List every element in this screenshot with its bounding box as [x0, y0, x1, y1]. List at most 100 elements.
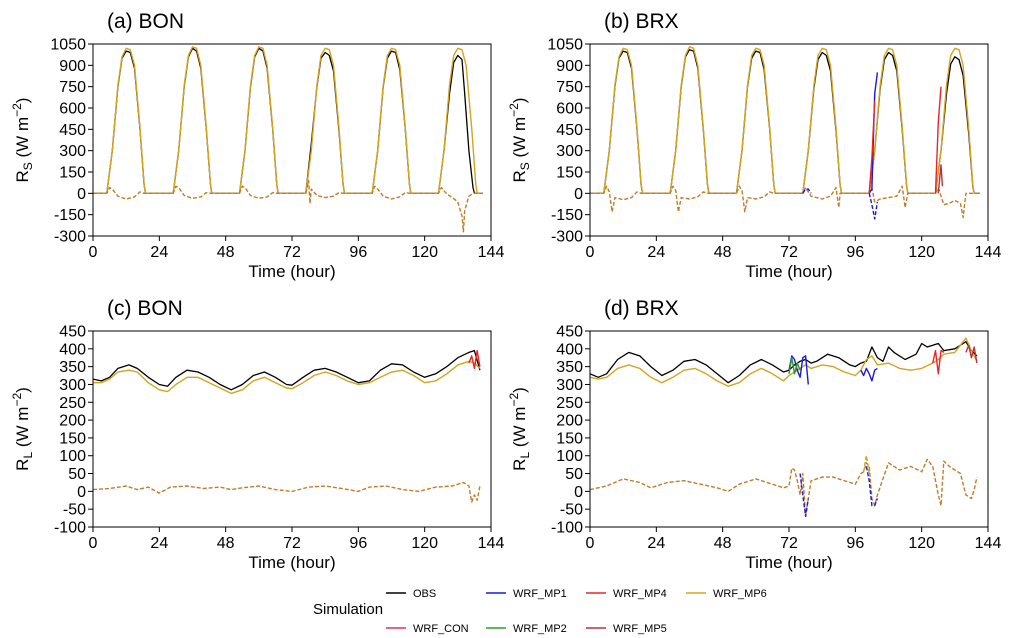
y-tick-label: 600: [556, 101, 583, 118]
series-line-obs: [590, 49, 980, 194]
panel-4: 0 24 48 72 96 120 144 4504003503002502001501005…: [507, 297, 1001, 572]
x-tick-label: 144: [975, 244, 1002, 261]
x-axis-label: Time (hour): [248, 553, 335, 572]
x-tick-label: 72: [283, 535, 301, 552]
x-tick-label: 0: [586, 244, 595, 261]
y-tick-label: 150: [556, 165, 583, 182]
y-tick-label: 450: [59, 122, 86, 139]
y-axis-label: RL (W m−2): [10, 387, 35, 471]
y-axis-label: RS (W m−2): [10, 98, 35, 183]
series-line-wrf-mp5: [965, 344, 978, 364]
x-tick-label: 96: [846, 244, 864, 261]
x-tick-label: 48: [714, 244, 732, 261]
y-tick-label: 150: [556, 430, 583, 447]
x-tick-label: 120: [411, 535, 438, 552]
y-tick-label: -50: [560, 502, 583, 519]
x-tick-label: 48: [714, 535, 732, 552]
y-tick-label: -150: [54, 207, 86, 224]
series-line-wrf-mp4: [932, 349, 945, 375]
y-tick-label: 100: [556, 448, 583, 465]
y-tick-label: 400: [59, 341, 86, 358]
y-tick-label: 450: [556, 324, 583, 341]
x-axis-label: Time (hour): [745, 262, 832, 281]
x-tick-label: 0: [89, 535, 98, 552]
y-tick-label: 250: [59, 395, 86, 412]
legend-label: WRF_MP6: [713, 588, 767, 600]
plot-frame: [589, 43, 989, 237]
x-tick-label: 144: [478, 535, 505, 552]
y-tick-label: 50: [68, 466, 86, 483]
series-line-wrf-mp1: [860, 367, 878, 382]
x-tick-label: 120: [908, 244, 935, 261]
legend-item-wrf-mp1: WRF_MP1: [486, 588, 567, 600]
x-tick-label: 144: [975, 535, 1002, 552]
series-line-obs: [590, 341, 978, 384]
y-tick-label: 0: [574, 484, 583, 501]
x-tick-label: 48: [217, 244, 235, 261]
x-tick-label: 72: [780, 535, 798, 552]
y-tick-label: 300: [556, 143, 583, 160]
x-tick-label: 24: [647, 535, 665, 552]
panel-title: (c) BON: [107, 297, 183, 320]
series-line-wrf-mp6: [93, 46, 483, 194]
y-tick-label: 750: [59, 79, 86, 96]
series-line-net: [590, 458, 978, 517]
y-tick-label: 450: [59, 324, 86, 341]
y-tick-label: 300: [556, 377, 583, 394]
legend-item-wrf-mp6: WRF_MP6: [686, 588, 767, 600]
panel-2: 0 24 48 72 96 120 144 1050 900 750 600 450 300 150 0 -1…: [507, 10, 1001, 281]
y-axis-label: RS (W m−2): [507, 98, 532, 183]
y-tick-label: -300: [551, 229, 583, 246]
legend-label: WRF_MP1: [513, 588, 567, 600]
y-tick-label: -300: [54, 229, 86, 246]
legend-title: Simulation: [313, 601, 383, 618]
y-tick-label: 350: [59, 359, 86, 376]
x-tick-label: 96: [349, 244, 367, 261]
y-tick-label: 200: [59, 413, 86, 430]
y-tick-label: 900: [556, 58, 583, 75]
panel-1: 0 24 48 72 96 120 144 1050 900 750 600 450 300 150 0 -1…: [10, 10, 504, 281]
y-axis-label: RL (W m−2): [507, 387, 532, 471]
y-tick-label: 250: [556, 395, 583, 412]
series-line-net: [93, 481, 481, 503]
plot-frame: [92, 330, 492, 528]
x-tick-label: 120: [411, 244, 438, 261]
y-tick-label: 50: [565, 466, 583, 483]
plot-frame: [92, 43, 492, 237]
series-line-wrf-mp2: [788, 357, 801, 375]
panel-title: (a) BON: [107, 10, 184, 33]
y-tick-label: 1050: [50, 37, 86, 54]
y-tick-label: -150: [551, 207, 583, 224]
x-tick-label: 72: [780, 244, 798, 261]
series-line-wrf-mp6: [590, 337, 978, 387]
panel-title: (b) BRX: [604, 10, 679, 33]
plot-area: [590, 337, 978, 517]
x-axis-label: Time (hour): [248, 262, 335, 281]
legend-label: WRF_MP4: [613, 588, 667, 600]
y-tick-label: 100: [59, 448, 86, 465]
x-tick-label: 96: [846, 535, 864, 552]
y-tick-label: 350: [556, 359, 583, 376]
x-tick-label: 0: [586, 535, 595, 552]
legend-item-wrf-con: WRF_CON: [386, 623, 469, 635]
x-tick-label: 48: [217, 535, 235, 552]
y-tick-label: 1050: [547, 37, 583, 54]
plot-area: [93, 349, 481, 503]
y-tick-label: 300: [59, 143, 86, 160]
y-tick-label: 450: [556, 122, 583, 139]
legend-item-wrf-mp4: WRF_MP4: [586, 588, 667, 600]
legend-label: WRF_CON: [413, 623, 469, 635]
y-tick-label: 0: [77, 484, 86, 501]
series-line-wrf-mp1: [865, 466, 879, 507]
x-tick-label: 24: [150, 535, 168, 552]
series-line-obs: [93, 349, 481, 391]
series-line-wrf-mp6: [590, 46, 980, 194]
series-line-wrf-mp1: [788, 355, 809, 385]
series-line-net: [93, 179, 483, 233]
plot-area: [590, 46, 980, 220]
series-line-obs: [93, 47, 483, 194]
x-tick-label: 120: [908, 535, 935, 552]
y-tick-label: 150: [59, 430, 86, 447]
legend-label: OBS: [413, 588, 436, 600]
